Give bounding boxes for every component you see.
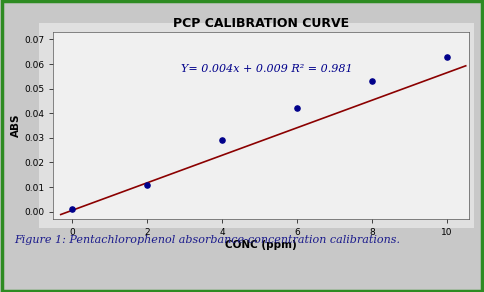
Point <box>293 106 301 111</box>
Title: PCP CALIBRATION CURVE: PCP CALIBRATION CURVE <box>173 17 349 29</box>
Point <box>443 54 451 59</box>
Point <box>368 79 376 84</box>
Point <box>143 182 151 187</box>
Text: Figure 1: Pentachlorophenol absorbance-concentration calibrations.: Figure 1: Pentachlorophenol absorbance-c… <box>15 235 401 245</box>
X-axis label: CONC (ppm): CONC (ppm) <box>226 240 297 250</box>
Point <box>218 138 226 143</box>
Y-axis label: ABS: ABS <box>11 114 21 137</box>
Text: Y= 0.004x + 0.009 R² = 0.981: Y= 0.004x + 0.009 R² = 0.981 <box>181 64 353 74</box>
Point <box>68 207 76 211</box>
